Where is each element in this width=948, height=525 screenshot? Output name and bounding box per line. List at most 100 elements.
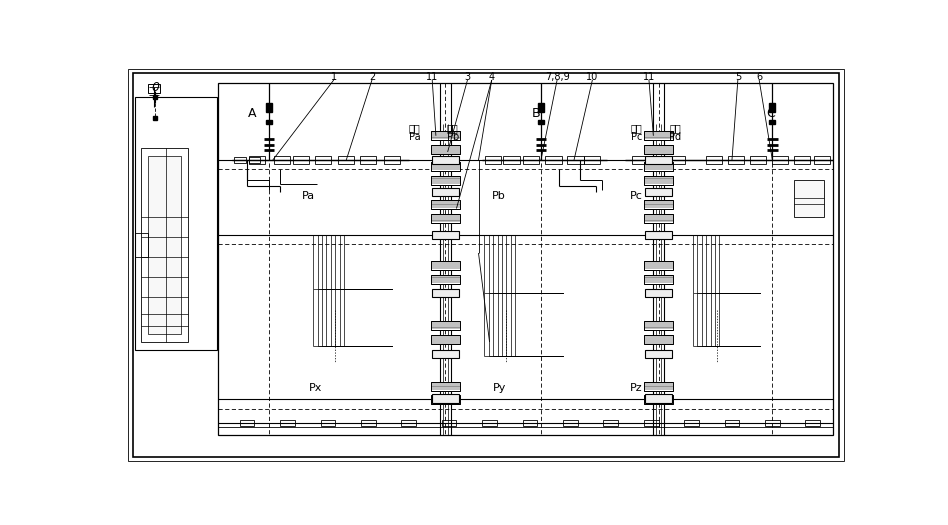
Bar <box>432 394 459 403</box>
Bar <box>430 382 460 391</box>
Text: 平衡: 平衡 <box>447 123 459 133</box>
Bar <box>770 103 775 111</box>
Bar <box>684 419 699 426</box>
Bar <box>646 231 672 239</box>
Bar <box>442 419 456 426</box>
Text: 7,8,9: 7,8,9 <box>545 72 570 82</box>
Bar <box>266 120 272 124</box>
Text: Px: Px <box>309 383 322 393</box>
Bar <box>430 200 460 209</box>
Text: Pz: Pz <box>630 383 643 393</box>
Bar <box>644 382 673 391</box>
Bar <box>646 289 672 298</box>
Bar <box>668 156 685 164</box>
Text: 4: 4 <box>488 72 495 82</box>
Bar <box>646 156 672 164</box>
Bar <box>584 156 600 164</box>
Bar <box>338 156 355 164</box>
Bar <box>563 419 577 426</box>
Bar <box>806 419 820 426</box>
Bar <box>647 156 663 164</box>
Bar <box>538 120 544 124</box>
Bar <box>794 180 824 217</box>
Bar <box>430 335 460 344</box>
Text: Pb: Pb <box>492 191 506 201</box>
Bar <box>644 275 673 284</box>
Text: Pc: Pc <box>630 132 642 142</box>
Text: Pd: Pd <box>669 132 682 142</box>
Bar <box>750 156 766 164</box>
Bar <box>485 156 501 164</box>
Text: 2: 2 <box>369 72 375 82</box>
Bar <box>644 131 673 140</box>
Text: B: B <box>532 107 540 120</box>
Bar <box>793 156 810 164</box>
Text: Pb: Pb <box>447 132 459 142</box>
Text: 11: 11 <box>643 72 655 82</box>
Bar <box>603 419 618 426</box>
Text: 11: 11 <box>426 72 438 82</box>
Bar <box>240 419 254 426</box>
Bar <box>148 85 159 93</box>
Text: Py: Py <box>492 383 506 393</box>
Bar <box>705 156 721 164</box>
Bar <box>218 83 833 435</box>
Bar <box>770 120 775 124</box>
Text: Pa: Pa <box>409 132 420 142</box>
Bar <box>430 131 460 140</box>
Text: 3: 3 <box>465 72 470 82</box>
Bar <box>644 200 673 209</box>
Text: 平衡: 平衡 <box>669 123 682 133</box>
Bar <box>632 156 648 164</box>
Bar <box>430 176 460 185</box>
Text: Pc: Pc <box>630 191 643 201</box>
Text: 6: 6 <box>757 72 762 82</box>
Bar <box>814 156 830 164</box>
Bar <box>432 289 459 298</box>
Bar <box>503 156 520 164</box>
Text: 0: 0 <box>152 81 159 94</box>
Bar <box>430 395 460 404</box>
Bar <box>135 97 217 350</box>
Bar <box>483 419 497 426</box>
Bar <box>248 156 264 164</box>
Bar <box>538 103 544 111</box>
Bar <box>644 395 673 404</box>
Bar <box>135 233 148 257</box>
Text: 平衡: 平衡 <box>409 123 421 133</box>
Bar <box>644 261 673 269</box>
Bar <box>248 157 261 163</box>
Bar <box>432 350 459 358</box>
Bar <box>430 321 460 330</box>
Bar <box>646 394 672 403</box>
Bar <box>644 214 673 223</box>
Bar <box>234 157 246 163</box>
Bar <box>644 419 659 426</box>
Bar <box>430 214 460 223</box>
Bar <box>153 94 157 99</box>
Bar <box>644 162 673 171</box>
Bar <box>644 321 673 330</box>
Bar <box>432 188 459 196</box>
Bar <box>644 335 673 344</box>
Text: C: C <box>767 107 775 120</box>
Bar <box>646 188 672 196</box>
Bar <box>315 156 331 164</box>
Bar <box>772 156 788 164</box>
Bar <box>522 419 538 426</box>
Text: 平衡: 平衡 <box>630 123 643 133</box>
Bar <box>384 156 400 164</box>
Bar <box>646 350 672 358</box>
Text: Pa: Pa <box>301 191 315 201</box>
Bar <box>140 148 189 342</box>
Bar <box>401 419 416 426</box>
Bar <box>361 419 375 426</box>
Bar <box>432 231 459 239</box>
Bar <box>293 156 309 164</box>
Text: 1: 1 <box>331 72 337 82</box>
Bar <box>153 116 157 120</box>
Bar <box>281 419 295 426</box>
Bar <box>274 156 290 164</box>
Bar <box>320 419 336 426</box>
Bar <box>266 103 272 111</box>
